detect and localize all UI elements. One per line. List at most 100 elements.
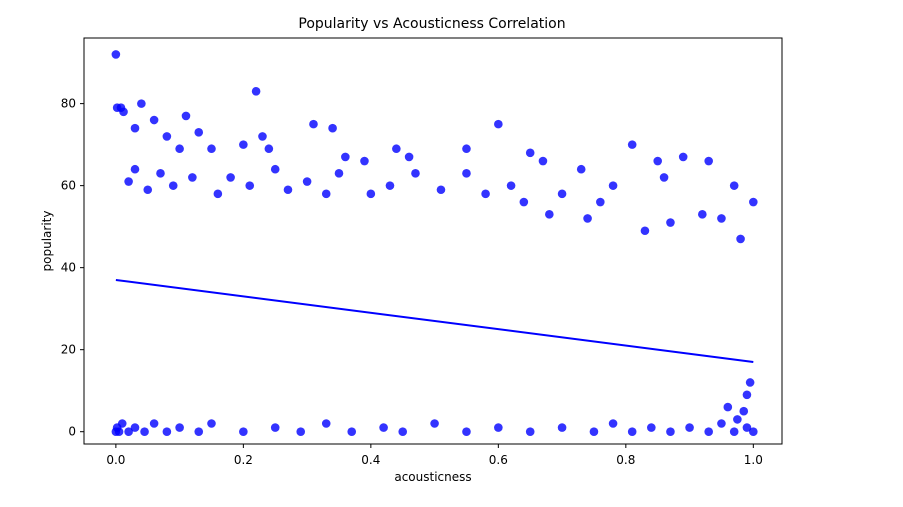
data-point (181, 111, 191, 121)
data-point (430, 419, 439, 428)
data-point (124, 177, 133, 186)
data-point (640, 226, 650, 236)
y-tick-label: 80 (61, 97, 76, 111)
data-point (188, 173, 197, 182)
data-point (704, 427, 713, 437)
data-point (742, 390, 752, 400)
data-point (321, 189, 331, 199)
data-point (347, 427, 357, 437)
data-point (627, 427, 637, 437)
data-point (226, 173, 235, 182)
data-point (525, 427, 535, 437)
data-point (114, 427, 124, 437)
data-point (583, 214, 592, 223)
data-points-layer (111, 50, 758, 437)
data-point (309, 119, 318, 129)
data-point (213, 189, 223, 199)
data-point (207, 419, 216, 428)
data-point (385, 181, 395, 190)
data-point (729, 181, 739, 190)
data-point (162, 427, 172, 437)
data-point (739, 406, 749, 416)
data-point (270, 423, 280, 432)
data-point (519, 197, 529, 207)
x-axis-label: acousticness (394, 470, 471, 484)
data-point (117, 419, 127, 428)
data-point (749, 197, 758, 207)
x-tick-label: 1.0 (744, 453, 763, 467)
data-point (194, 427, 204, 437)
data-point (245, 181, 255, 190)
data-point (404, 152, 414, 162)
data-point (627, 140, 637, 149)
data-point (733, 415, 742, 424)
data-point (745, 378, 755, 387)
data-point (411, 169, 420, 178)
data-point (143, 185, 153, 195)
data-point (130, 123, 140, 133)
data-point (251, 87, 261, 96)
data-point (207, 144, 216, 154)
data-point (130, 423, 140, 432)
data-point (557, 423, 567, 432)
data-point (462, 144, 471, 154)
data-point (576, 164, 586, 174)
data-point (360, 156, 369, 166)
y-tick-label: 40 (61, 261, 76, 275)
data-point (494, 119, 503, 129)
data-point (685, 423, 694, 432)
data-point (538, 156, 548, 166)
data-point (481, 189, 490, 199)
data-point (111, 50, 121, 59)
data-point (462, 427, 471, 437)
data-point (653, 156, 662, 166)
data-point (321, 419, 331, 428)
data-point (334, 169, 344, 178)
data-point (119, 107, 128, 117)
data-point (137, 99, 146, 108)
data-point (525, 148, 535, 158)
x-tick-label: 0.8 (616, 453, 635, 467)
data-point (296, 427, 306, 437)
data-point (162, 132, 172, 141)
data-point (302, 177, 312, 186)
data-point (258, 132, 267, 141)
data-point (436, 185, 446, 195)
data-point (175, 423, 184, 432)
data-point (557, 189, 567, 199)
data-point (589, 427, 599, 437)
data-point (270, 164, 280, 174)
trend-line (115, 278, 754, 363)
data-point (140, 427, 149, 437)
plot-area (83, 37, 783, 445)
data-point (149, 419, 159, 428)
data-point (666, 427, 675, 437)
data-point (392, 144, 401, 154)
data-point (494, 423, 503, 432)
y-tick-label: 0 (68, 425, 76, 439)
data-point (264, 144, 274, 154)
data-point (124, 427, 133, 437)
data-point (704, 156, 713, 166)
data-point (328, 123, 337, 133)
y-axis-ticks: 0 20 40 60 80 (61, 97, 84, 439)
data-point (596, 197, 605, 207)
data-point (175, 144, 184, 154)
chart-title: Popularity vs Acousticness Correlation (298, 16, 565, 32)
data-point (239, 140, 248, 149)
data-point (647, 423, 656, 432)
y-tick-label: 20 (61, 343, 76, 357)
y-tick-label: 60 (61, 179, 76, 193)
data-point (749, 427, 758, 437)
x-axis-ticks: 0.0 0.2 0.4 0.6 0.8 1.0 (106, 444, 763, 467)
data-point (194, 128, 204, 137)
data-point (717, 419, 726, 428)
data-point (239, 427, 248, 437)
data-point (678, 152, 688, 162)
data-point (379, 423, 388, 432)
data-point (398, 427, 408, 437)
data-point (462, 169, 471, 178)
data-point (545, 210, 554, 219)
data-point (717, 214, 726, 223)
